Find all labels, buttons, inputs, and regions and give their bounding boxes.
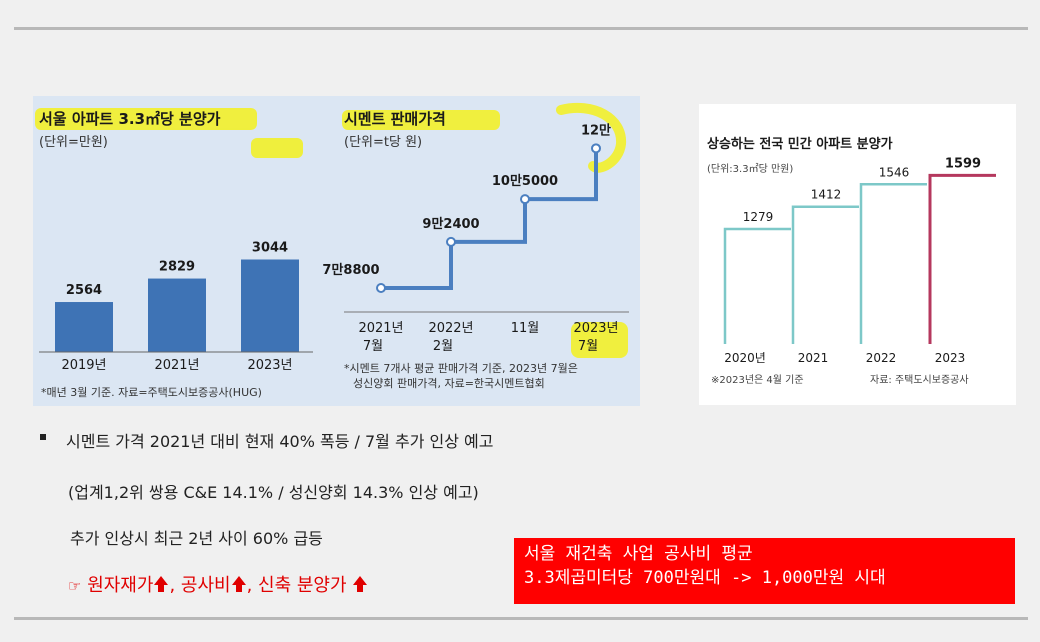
summary-new-sale-price: , 신축 분양가 <box>246 575 353 596</box>
cement-point <box>446 236 456 247</box>
right-bar-value-label: 1412 <box>811 188 842 202</box>
value-highlight <box>571 322 628 358</box>
bullet-square-icon <box>40 434 46 440</box>
value-highlight <box>251 138 303 158</box>
apt-bar-value-label: 3044 <box>252 241 288 256</box>
top-divider <box>14 27 1028 30</box>
right-bar <box>791 205 859 344</box>
cement-point <box>376 283 386 293</box>
right-bar-value-label: 1599 <box>945 156 981 171</box>
reconstruction-cost-callout: 서울 재건축 사업 공사비 평균 3.3제곱미터당 700만원대 -> 1,00… <box>514 538 1015 604</box>
right-category-label: 2020년 <box>724 351 766 365</box>
right-chart-panel: 상승하는 전국 민간 아파트 분양가 (단위:3.3㎡당 만원) 1279 202… <box>699 104 1016 405</box>
apt-chart-title: 서울 아파트 3.3㎡당 분양가 <box>39 110 221 128</box>
cement-x-label: 2023년 <box>573 321 618 336</box>
bullet-line-3: 추가 인상시 최근 2년 사이 60% 급등 <box>70 529 323 548</box>
right-chart-unit: (단위:3.3㎡당 만원) <box>707 162 793 175</box>
right-chart-svg: 상승하는 전국 민간 아파트 분양가 (단위:3.3㎡당 만원) 1279 202… <box>707 136 996 386</box>
apt-bar <box>148 278 206 352</box>
pointing-hand-icon: ☞ <box>68 577 82 595</box>
apt-bar-value-label: 2564 <box>66 283 102 298</box>
cement-value-label: 10만5000 <box>492 173 558 189</box>
cement-x-label: 2022년 <box>428 321 473 336</box>
cement-point <box>591 143 601 154</box>
summary-raw-materials: 원자재가 <box>87 575 154 596</box>
summary-construction-cost: , 공사비 <box>169 575 231 596</box>
bullet-line-1: 시멘트 가격 2021년 대비 현재 40% 폭등 / 7월 추가 인상 예고 <box>66 432 494 451</box>
apt-category-label: 2019년 <box>61 358 106 373</box>
up-arrow-icon <box>154 576 169 592</box>
callout-line-1: 서울 재건축 사업 공사비 평균 <box>524 544 753 564</box>
right-category-label: 2023 <box>935 351 966 365</box>
right-chart-title: 상승하는 전국 민간 아파트 분양가 <box>707 136 893 152</box>
right-bar <box>723 227 791 344</box>
left-charts-svg: 서울 아파트 3.3㎡당 분양가 (단위=만원) 2564 2019년 2829 20… <box>35 102 629 399</box>
apt-chart-note: *매년 3월 기준. 자료=주택도시보증공사(HUG) <box>41 386 262 399</box>
right-bar-value-label: 1546 <box>879 165 910 179</box>
apt-category-label: 2023년 <box>247 358 292 373</box>
right-chart-note: ※2023년은 4월 기준 <box>711 374 804 386</box>
up-arrow-icon <box>231 576 246 592</box>
cement-value-label: 9만2400 <box>422 216 479 232</box>
apt-bar <box>55 302 113 352</box>
bullet-line-2: (업계1,2위 쌍용 C&E 14.1% / 성신양회 14.3% 인상 예고) <box>68 483 479 502</box>
right-bar <box>928 173 996 344</box>
cement-chart-unit: (단위=t당 원) <box>344 135 422 150</box>
cement-price-line <box>381 148 598 290</box>
cement-x-label: 11월 <box>511 321 540 336</box>
cement-chart-note-1: *시멘트 7개사 평균 판매가격 기준, 2023년 7월은 <box>344 362 578 375</box>
apt-bar-value-label: 2829 <box>159 260 195 275</box>
right-bar-value-label: 1279 <box>743 210 774 224</box>
cement-value-label: 12만 <box>581 122 611 138</box>
right-category-label: 2021 <box>798 351 829 365</box>
cement-x-label: 7월 <box>578 339 598 354</box>
cement-point <box>520 194 530 205</box>
cement-chart-title: 시멘트 판매가격 <box>344 110 446 128</box>
up-arrow-icon <box>353 576 368 592</box>
right-category-label: 2022 <box>866 351 897 365</box>
price-rise-summary: ☞ 원자재가 , 공사비 , 신축 분양가 <box>68 571 368 597</box>
title-highlight <box>35 108 257 130</box>
title-highlight <box>342 110 500 130</box>
right-chart-source: 자료: 주택도시보증공사 <box>870 374 969 386</box>
apt-chart-unit: (단위=만원) <box>39 135 108 150</box>
circle-highlight <box>556 102 627 173</box>
callout-line-2: 3.3제곱미터당 700만원대 -> 1,000만원 시대 <box>524 568 886 588</box>
cement-x-label: 7월 <box>363 339 383 354</box>
cement-value-label: 7만8800 <box>322 262 379 278</box>
cement-x-label: 2021년 <box>358 321 403 336</box>
apt-category-label: 2021년 <box>154 358 199 373</box>
apt-bar <box>241 259 299 352</box>
cement-chart-note-2: 성신양회 판매가격, 자료=한국시멘트협회 <box>353 377 545 390</box>
left-chart-panel: 서울 아파트 3.3㎡당 분양가 (단위=만원) 2564 2019년 2829 20… <box>33 96 640 406</box>
bottom-divider <box>14 617 1028 620</box>
right-bar <box>859 183 927 344</box>
cement-x-label: 2월 <box>433 339 453 354</box>
